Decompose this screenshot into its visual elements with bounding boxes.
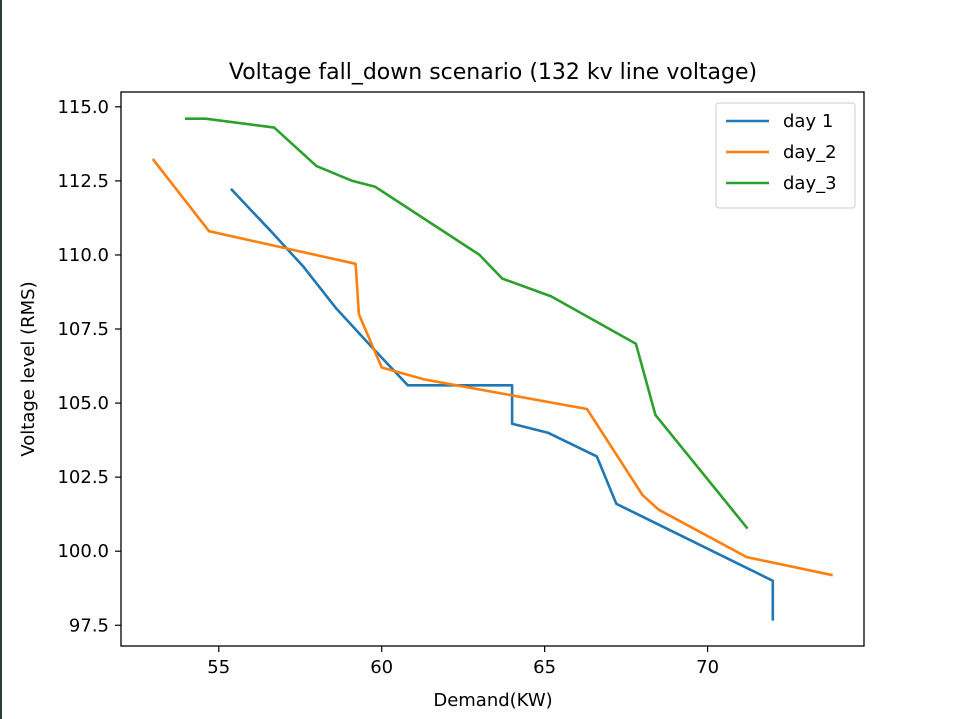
y-tick-label: 102.5	[57, 467, 109, 488]
y-tick-label: 105.0	[57, 393, 109, 414]
legend-entry-label: day_2	[783, 142, 837, 163]
x-axis-label: Demand(KW)	[433, 690, 552, 711]
legend: day 1 day_2 day_3	[715, 102, 856, 209]
chart-title: Voltage fall_down scenario (132 kv line …	[229, 60, 757, 85]
plot-area-frame	[120, 91, 865, 647]
y-tick-label: 112.5	[57, 171, 109, 192]
y-tick-label: 115.0	[57, 97, 109, 118]
plot-lines	[151, 117, 833, 621]
y-tick-label: 107.5	[57, 319, 109, 340]
y-tick-label: 110.0	[57, 245, 109, 266]
series-line-1	[229, 187, 775, 621]
window-edge	[0, 0, 2, 719]
series-line-3	[184, 117, 749, 530]
y-tick-label: 97.5	[69, 615, 109, 636]
x-tick-label: 70	[696, 657, 719, 678]
series-line-2	[151, 158, 833, 577]
legend-entry-label: day 1	[783, 111, 833, 132]
y-axis: 97.5 100.0 102.5 105.0 107.5 110.0 112.5 115.0	[57, 97, 121, 636]
x-axis: 55 60 65 70	[207, 646, 719, 678]
x-tick-label: 55	[207, 657, 230, 678]
legend-entry-label: day_3	[783, 173, 837, 194]
x-tick-label: 60	[370, 657, 393, 678]
y-axis-label: Voltage level (RMS)	[18, 281, 39, 456]
y-tick-label: 100.0	[57, 541, 109, 562]
x-tick-label: 65	[533, 657, 556, 678]
